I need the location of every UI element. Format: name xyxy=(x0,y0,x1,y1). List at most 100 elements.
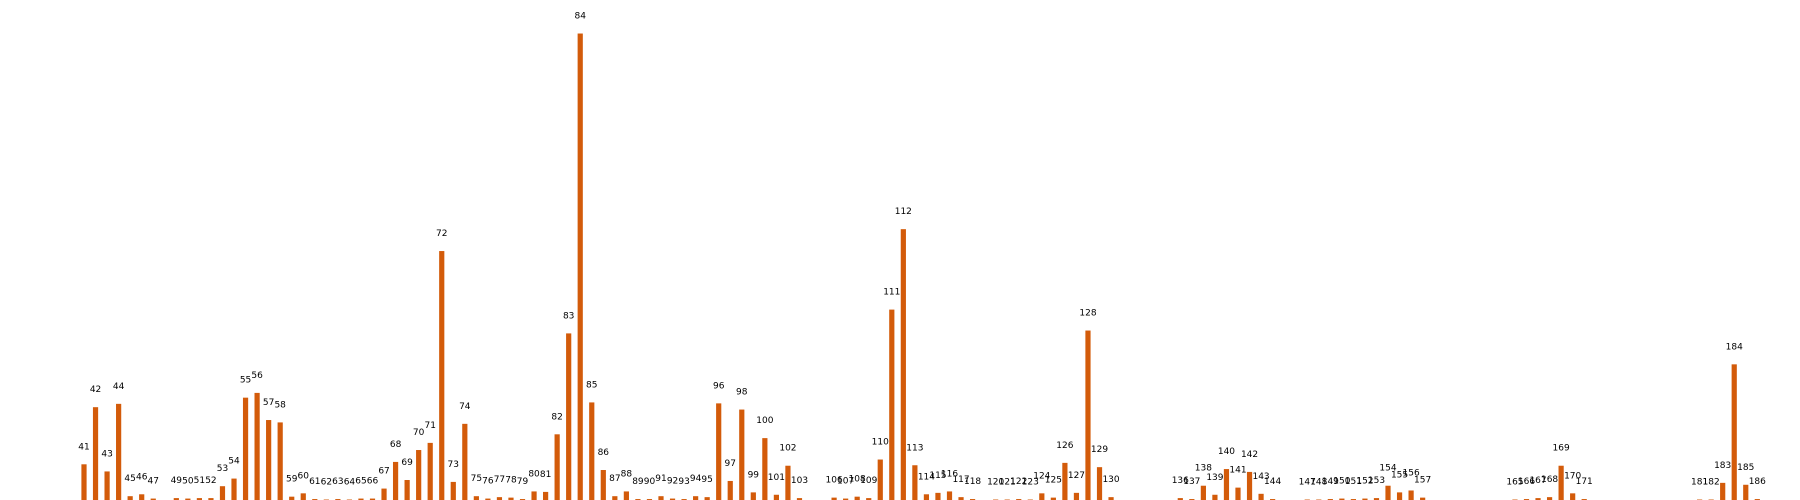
bar-73 xyxy=(450,481,456,500)
bar-label-88: 88 xyxy=(621,469,633,479)
bar-label-107: 107 xyxy=(837,477,854,487)
bar-label-128: 128 xyxy=(1079,309,1096,319)
bar-label-129: 129 xyxy=(1091,445,1108,455)
bar-143 xyxy=(1258,493,1264,500)
bar-label-106: 106 xyxy=(826,476,843,486)
bar-80 xyxy=(531,491,537,500)
bar-117 xyxy=(958,497,964,500)
bar-label-51: 51 xyxy=(194,476,205,486)
bar-label-103: 103 xyxy=(791,476,808,486)
bar-128 xyxy=(1085,330,1091,500)
bar-label-156: 156 xyxy=(1403,468,1420,478)
bar-66 xyxy=(369,498,376,500)
bar-44 xyxy=(116,403,122,500)
bar-label-62: 62 xyxy=(321,478,332,488)
bar-label-115: 115 xyxy=(929,471,946,481)
bar-label-112: 112 xyxy=(895,207,912,217)
bar-label-183: 183 xyxy=(1714,461,1731,471)
bar-label-148: 148 xyxy=(1310,478,1327,488)
bar-label-59: 59 xyxy=(286,475,298,485)
bar-125 xyxy=(1050,497,1056,500)
bar-label-117: 117 xyxy=(952,475,969,485)
bar-88 xyxy=(623,491,629,500)
bar-label-122: 122 xyxy=(1010,477,1027,487)
bar-label-155: 155 xyxy=(1391,470,1408,480)
bar-77 xyxy=(496,497,503,500)
bar-112 xyxy=(900,229,906,500)
bar-label-95: 95 xyxy=(701,475,712,485)
bar-label-81: 81 xyxy=(540,470,551,480)
bar-label-82: 82 xyxy=(551,412,562,422)
bar-label-68: 68 xyxy=(390,440,402,450)
bar-label-184: 184 xyxy=(1726,342,1743,352)
bar-label-167: 167 xyxy=(1529,476,1546,486)
bar-label-64: 64 xyxy=(344,478,356,488)
bar-label-91: 91 xyxy=(655,474,666,484)
bar-84 xyxy=(577,33,583,500)
bar-184 xyxy=(1731,364,1737,500)
bar-label-120: 120 xyxy=(987,478,1004,488)
bar-109 xyxy=(866,498,872,500)
bar-label-170: 170 xyxy=(1564,471,1581,481)
bar-102 xyxy=(785,465,791,500)
bar-label-116: 116 xyxy=(941,469,958,479)
bar-label-169: 169 xyxy=(1553,444,1570,454)
bar-70 xyxy=(416,450,422,500)
bar-54 xyxy=(231,478,237,500)
bar-label-149: 149 xyxy=(1322,477,1339,487)
bar-label-125: 125 xyxy=(1045,476,1062,486)
bar-157 xyxy=(1420,497,1426,500)
bar-label-74: 74 xyxy=(459,402,471,412)
bar-label-54: 54 xyxy=(228,457,240,467)
bar-label-85: 85 xyxy=(586,380,597,390)
bar-label-72: 72 xyxy=(436,229,447,239)
bar-42 xyxy=(92,407,99,500)
bar-108 xyxy=(854,496,860,500)
bar-label-144: 144 xyxy=(1264,477,1281,487)
bar-97 xyxy=(727,480,733,500)
bar-41 xyxy=(81,464,87,500)
bar-103 xyxy=(796,498,803,500)
bar-label-110: 110 xyxy=(872,438,889,448)
bar-label-41: 41 xyxy=(78,442,89,452)
bar-label-127: 127 xyxy=(1068,471,1085,481)
bar-85 xyxy=(589,402,595,500)
bar-59 xyxy=(289,496,295,500)
bar-76 xyxy=(485,498,491,500)
bar-label-61: 61 xyxy=(309,477,320,487)
bar-111 xyxy=(889,309,895,500)
bar-label-151: 151 xyxy=(1345,477,1362,487)
bar-label-137: 137 xyxy=(1183,477,1200,487)
bar-169 xyxy=(1558,465,1564,500)
bar-label-89: 89 xyxy=(632,477,644,487)
bar-label-77: 77 xyxy=(494,475,505,485)
bar-94 xyxy=(693,496,699,500)
bar-126 xyxy=(1062,462,1068,500)
bar-label-52: 52 xyxy=(205,476,216,486)
bar-139 xyxy=(1212,494,1218,500)
bar-series xyxy=(81,33,1760,500)
bar-label-152: 152 xyxy=(1356,477,1373,487)
bar-138 xyxy=(1200,485,1206,500)
bar-label-168: 168 xyxy=(1541,475,1558,485)
bar-60 xyxy=(300,493,306,500)
bar-label-136: 136 xyxy=(1172,476,1189,486)
bar-106 xyxy=(831,497,837,500)
bar-label-182: 182 xyxy=(1703,478,1720,488)
bar-51 xyxy=(196,498,202,500)
bar-label-153: 153 xyxy=(1368,476,1385,486)
bar-170 xyxy=(1570,493,1576,500)
bar-label-96: 96 xyxy=(713,381,725,391)
bar-label-71: 71 xyxy=(424,421,435,431)
bar-label-123: 123 xyxy=(1022,478,1039,488)
bar-82 xyxy=(554,434,560,500)
bar-142 xyxy=(1246,471,1253,500)
bar-95 xyxy=(704,497,710,500)
bar-label-80: 80 xyxy=(528,469,540,479)
bar-155 xyxy=(1396,492,1403,500)
bar-115 xyxy=(935,492,941,500)
bar-56 xyxy=(254,392,260,500)
bar-label-147: 147 xyxy=(1299,478,1316,488)
bar-154 xyxy=(1385,485,1391,500)
